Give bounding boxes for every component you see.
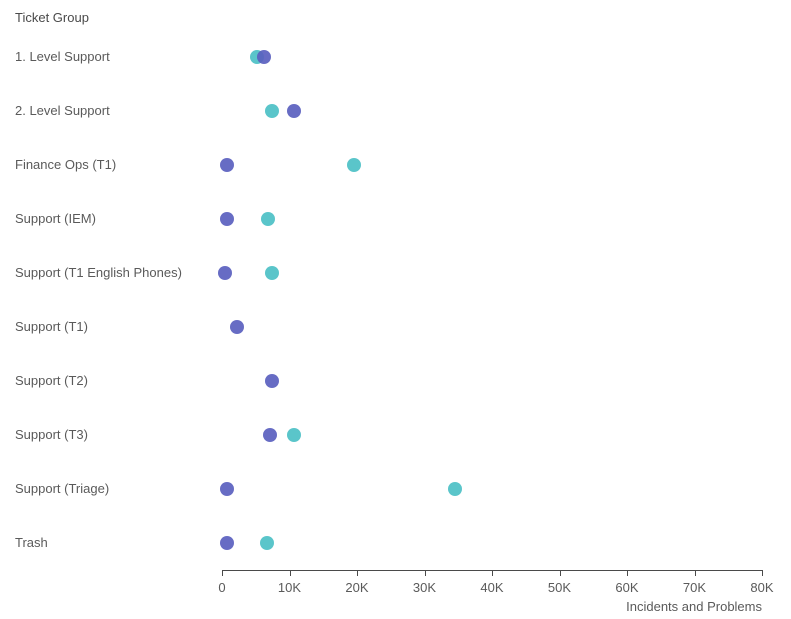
chart-title: Ticket Group <box>15 10 89 25</box>
dot-series-b <box>257 50 271 64</box>
x-tick <box>695 570 696 576</box>
y-category-label: Trash <box>15 535 48 550</box>
y-category-label: Support (T1 English Phones) <box>15 265 182 280</box>
dot-series-b <box>265 374 279 388</box>
x-tick-label: 80K <box>750 580 773 595</box>
dot-series-a <box>260 536 274 550</box>
dot-series-b <box>263 428 277 442</box>
dot-series-a <box>261 212 275 226</box>
x-tick-label: 10K <box>278 580 301 595</box>
dot-series-a <box>347 158 361 172</box>
x-tick-label: 70K <box>683 580 706 595</box>
x-tick <box>762 570 763 576</box>
x-axis-label: Incidents and Problems <box>592 599 762 614</box>
x-tick <box>627 570 628 576</box>
dot-series-a <box>265 266 279 280</box>
x-tick <box>290 570 291 576</box>
y-category-label: Support (T3) <box>15 427 88 442</box>
dot-series-b <box>220 482 234 496</box>
y-category-label: 2. Level Support <box>15 103 110 118</box>
y-category-label: Support (IEM) <box>15 211 96 226</box>
dot-series-b <box>220 212 234 226</box>
x-tick-label: 60K <box>615 580 638 595</box>
dot-series-a <box>448 482 462 496</box>
x-tick-label: 20K <box>345 580 368 595</box>
x-tick-label: 50K <box>548 580 571 595</box>
dot-plot-chart: Ticket Group 1. Level Support 2. Level Su… <box>0 0 791 619</box>
dot-series-b <box>220 158 234 172</box>
dot-series-b <box>230 320 244 334</box>
y-category-label: Support (T2) <box>15 373 88 388</box>
x-tick-label: 30K <box>413 580 436 595</box>
x-tick <box>560 570 561 576</box>
y-category-label: Support (Triage) <box>15 481 109 496</box>
x-tick-label: 40K <box>480 580 503 595</box>
x-tick <box>425 570 426 576</box>
plot-area <box>222 30 762 570</box>
dot-series-a <box>265 104 279 118</box>
dot-series-b <box>218 266 232 280</box>
x-tick-label: 0 <box>218 580 225 595</box>
y-category-label: Support (T1) <box>15 319 88 334</box>
x-tick <box>222 570 223 576</box>
y-category-label: 1. Level Support <box>15 49 110 64</box>
x-tick <box>492 570 493 576</box>
dot-series-b <box>287 104 301 118</box>
x-tick <box>357 570 358 576</box>
y-category-label: Finance Ops (T1) <box>15 157 116 172</box>
dot-series-b <box>220 536 234 550</box>
dot-series-a <box>287 428 301 442</box>
